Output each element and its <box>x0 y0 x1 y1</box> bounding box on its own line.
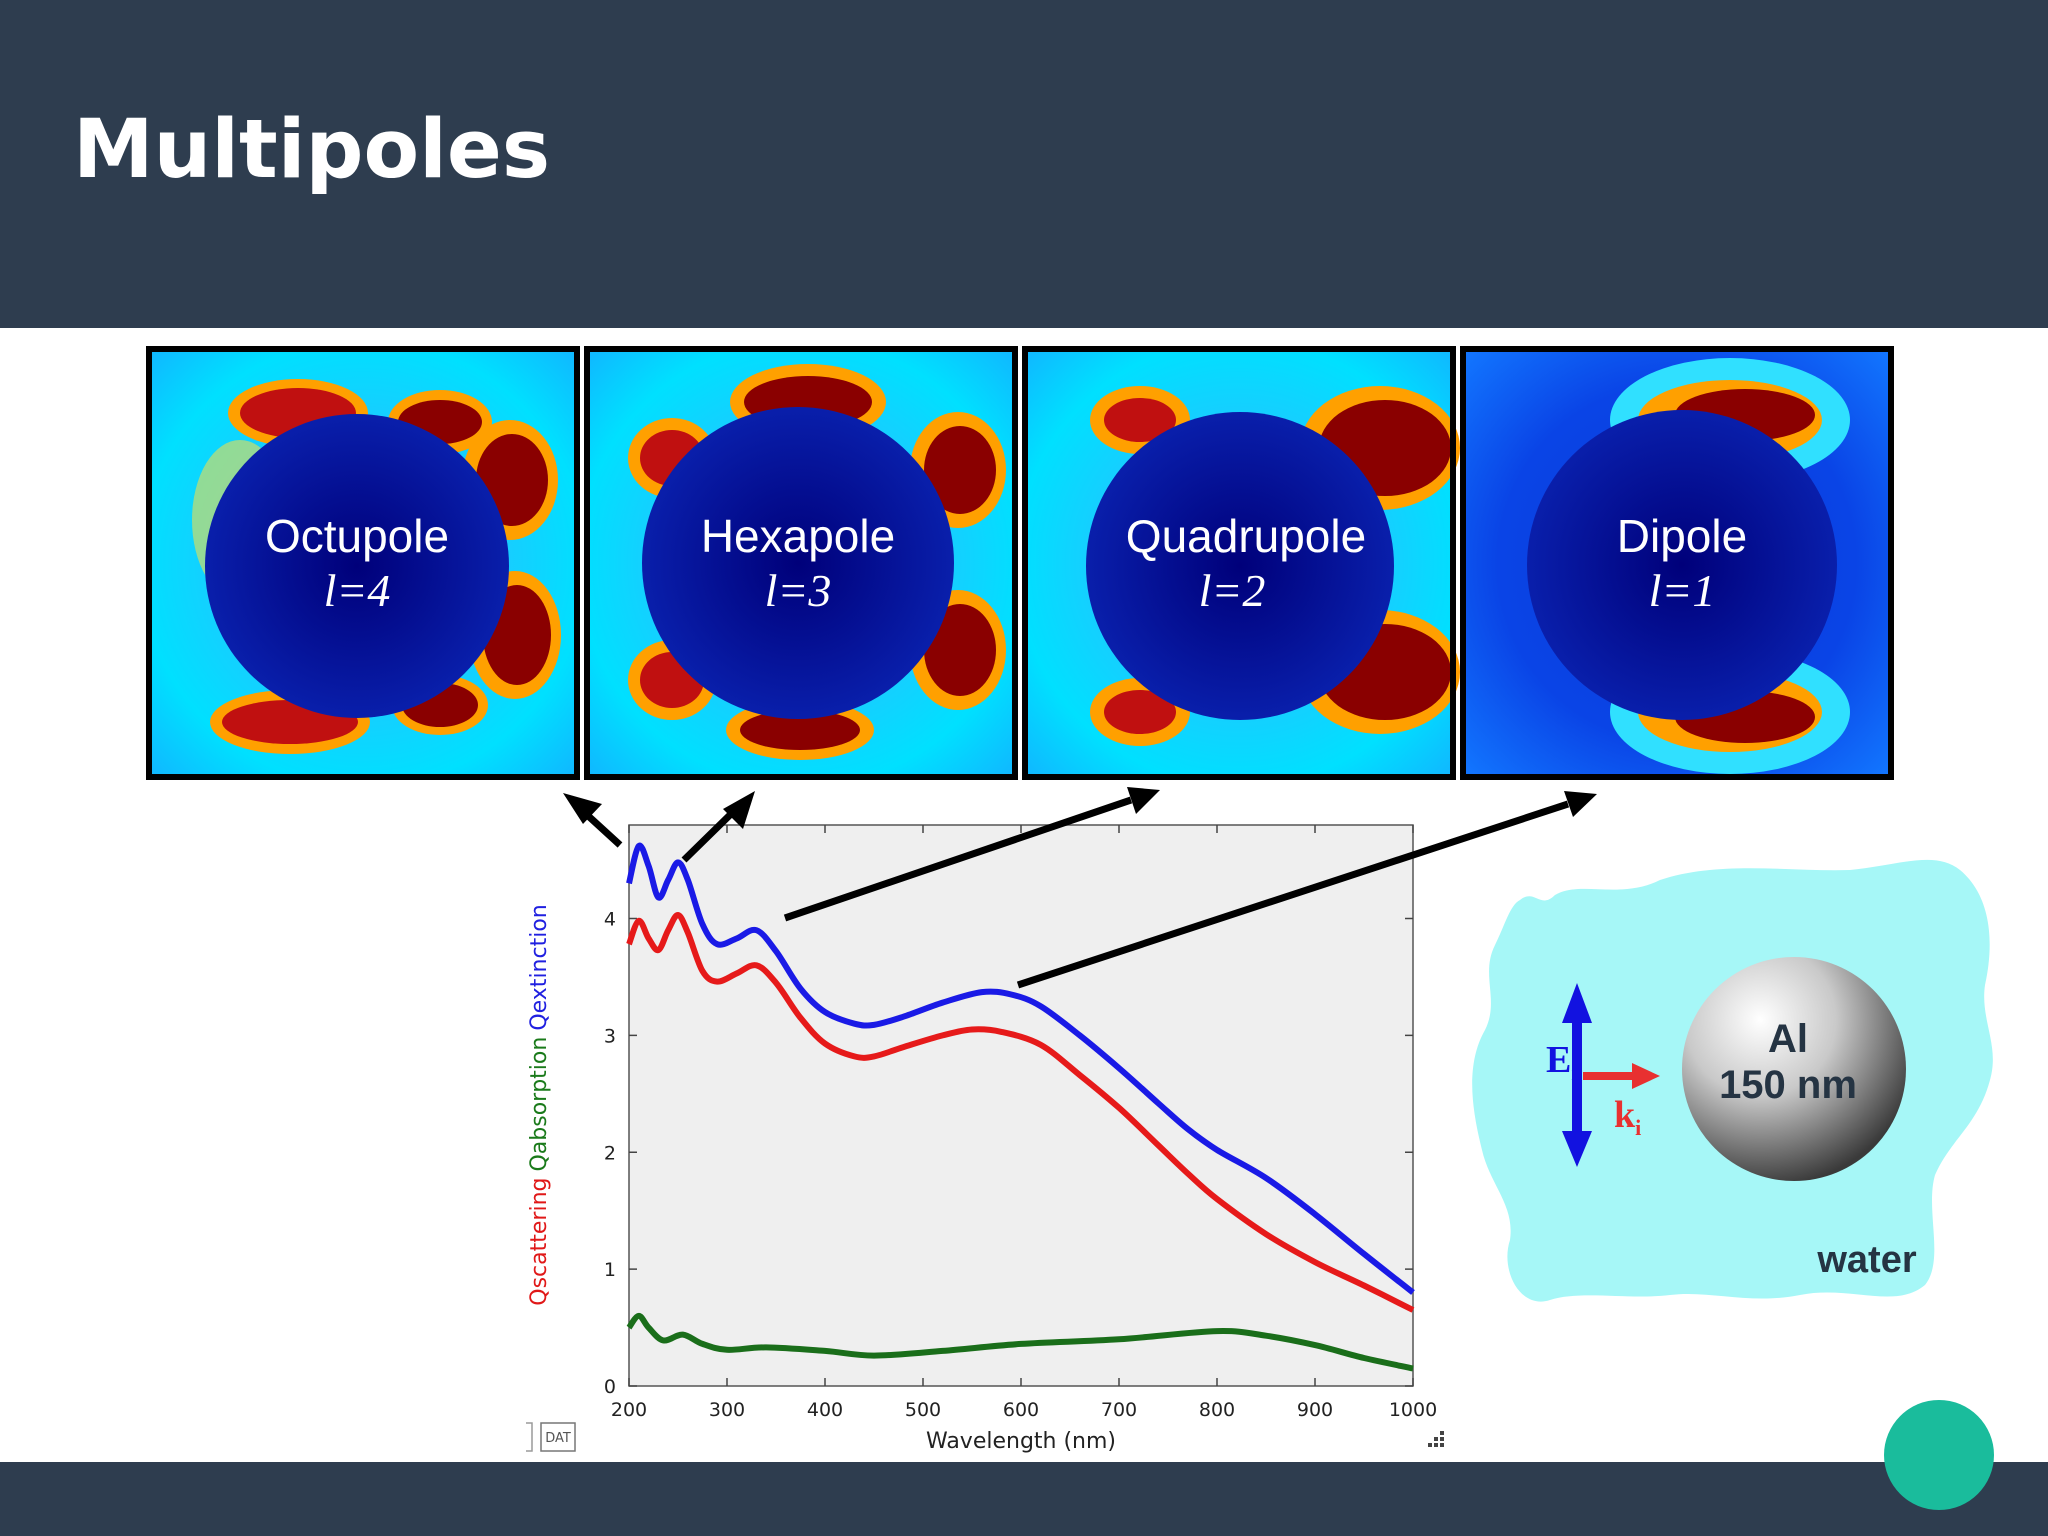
particle-core <box>642 407 954 719</box>
y-tick-label: 2 <box>604 1142 616 1164</box>
wave-vector-label: ki <box>1614 1094 1641 1140</box>
slide-title: Multipoles <box>73 103 551 197</box>
aluminum-sphere <box>1682 957 1906 1181</box>
x-tick-label: 800 <box>1199 1399 1235 1421</box>
panel-name: Octupole <box>265 510 449 562</box>
x-axis: 200 300 400 500 600 700 800 900 1000 <box>611 825 1437 1421</box>
field-arrow-icon <box>1562 983 1592 1167</box>
dat-button[interactable]: DAT <box>540 1422 576 1452</box>
dat-button-label: DAT <box>545 1431 571 1446</box>
arrow-quadrupole <box>783 787 1160 922</box>
panel-name: Hexapole <box>701 510 895 562</box>
particle-core <box>205 414 509 718</box>
series-line-qabsorption <box>626 1312 1414 1372</box>
resize-grip-icon[interactable] <box>1428 1431 1444 1447</box>
series-layer <box>626 842 1415 1372</box>
x-tick-label: 700 <box>1101 1399 1137 1421</box>
sphere-diagram: water Al 150 nm Ei ki <box>1472 859 1993 1302</box>
medium-label: water <box>1816 1239 1916 1281</box>
particle-core <box>1086 412 1394 720</box>
chart-q-efficiencies: 200 300 400 500 600 700 800 900 1000 0 1 2 3 4 Wavel… <box>526 824 1444 1454</box>
x-tick-label: 400 <box>807 1399 843 1421</box>
field-vector-label: Ei <box>1546 1039 1577 1085</box>
panel-frame <box>584 346 1018 780</box>
panel-order: l=2 <box>1199 565 1266 616</box>
series-line-qscattering <box>626 912 1415 1313</box>
y-tick-label: 0 <box>604 1376 616 1398</box>
dat-button-frame <box>540 1422 576 1452</box>
sphere-material: Al <box>1768 1017 1808 1061</box>
series-line-qextinction <box>626 842 1415 1295</box>
x-tick-label: 500 <box>905 1399 941 1421</box>
panel-edge-icon <box>526 1422 533 1452</box>
panel-hexapole: Hexapole l=3 <box>584 346 1018 780</box>
x-tick-label: 1000 <box>1389 1399 1437 1421</box>
ylabel-absorption: Qabsorption <box>527 1037 552 1172</box>
sphere-size: 150 nm <box>1719 1063 1857 1107</box>
panel-name: Quadrupole <box>1126 510 1366 562</box>
footer-band <box>0 1462 2048 1536</box>
y-axis: 0 1 2 3 4 <box>604 909 1413 1398</box>
x-tick-label: 200 <box>611 1399 647 1421</box>
annotation-arrows <box>563 787 1597 989</box>
x-tick-label: 600 <box>1003 1399 1039 1421</box>
panel-dipole: Dipole l=1 <box>1460 346 1894 780</box>
y-axis-title: Qscattering Qabsorption Qextinction <box>527 904 552 1305</box>
panel-octupole: Octupole l=4 <box>146 346 580 780</box>
particle-core <box>1527 410 1837 720</box>
panel-order: l=1 <box>1649 565 1716 616</box>
panel-quadrupole: Quadrupole l=2 <box>1022 346 1460 780</box>
plot-area <box>628 824 1414 1387</box>
panel-frame <box>1022 346 1456 780</box>
y-tick-label: 3 <box>604 1025 616 1047</box>
x-tick-label: 300 <box>709 1399 745 1421</box>
arrow-hexapole <box>681 791 755 863</box>
x-tick-label: 900 <box>1297 1399 1333 1421</box>
ylabel-scattering: Qscattering <box>527 1178 552 1306</box>
y-tick-label: 4 <box>604 909 616 931</box>
header-band <box>0 0 2048 328</box>
ylabel-extinction: Qextinction <box>527 904 552 1030</box>
x-axis-title: Wavelength (nm) <box>926 1429 1116 1454</box>
panel-frame <box>146 346 580 780</box>
panel-order: l=3 <box>765 565 832 616</box>
panel-frame <box>1460 346 1894 780</box>
arrow-octupole <box>563 793 623 848</box>
accent-dot <box>1884 1400 1994 1510</box>
wave-arrow-icon <box>1583 1063 1660 1089</box>
panel-name: Dipole <box>1617 510 1747 562</box>
arrow-dipole <box>1016 791 1597 989</box>
panel-order: l=4 <box>324 565 391 616</box>
y-tick-label: 1 <box>604 1259 616 1281</box>
